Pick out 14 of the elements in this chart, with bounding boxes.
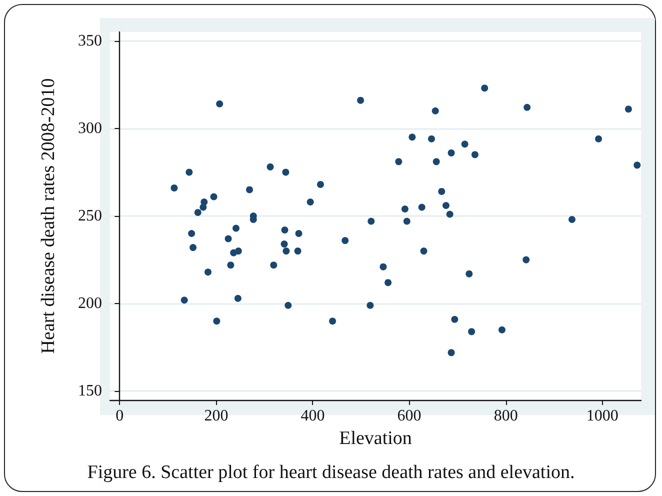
x-tick-label: 800 [494, 408, 518, 424]
caption: Figure 6. Scatter plot for heart disease death rates and elevation. [86, 462, 576, 484]
y-axis-title: Heart disease death rates 2008-2010 [38, 78, 59, 354]
y-tick-label: 150 [78, 382, 102, 400]
x-tick-label: 600 [397, 408, 422, 424]
y-tick-label: 250 [78, 208, 102, 224]
x-axis-title: Elevation [339, 428, 412, 449]
y-tick-label: 300 [78, 120, 102, 137]
x-tick-label: 400 [300, 408, 325, 424]
x-tick-label: 200 [204, 408, 228, 424]
x-tick-label: 1000 [586, 408, 618, 424]
y-tick-label: 350 [78, 32, 102, 50]
y-tick-label: 200 [78, 295, 102, 312]
x-tick-label: 0 [116, 408, 124, 424]
